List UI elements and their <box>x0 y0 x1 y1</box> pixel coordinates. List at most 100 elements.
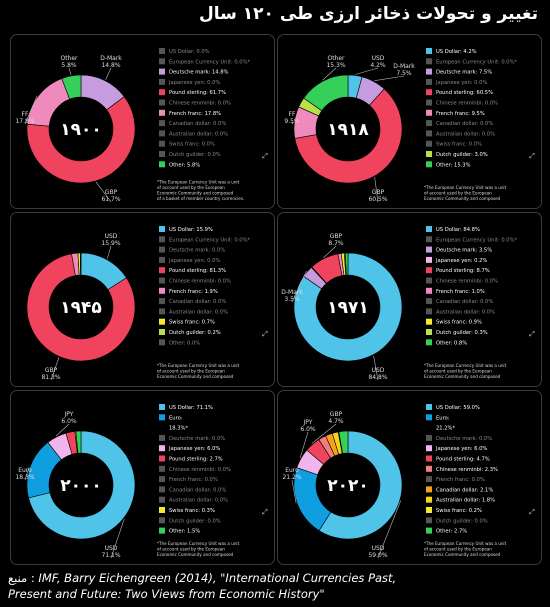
legend-label: Canadian dollar: 0.0% <box>169 121 226 127</box>
callout-value: 15.9% <box>101 240 120 247</box>
callout-name: JPY <box>64 411 74 418</box>
legend-label: Pound sterling: 4.7% <box>436 457 490 463</box>
year-label: ۱۹۱۸ <box>327 120 369 140</box>
legend-swatch <box>426 404 432 410</box>
legend-label: French franc: 1.9% <box>169 289 218 295</box>
legend-label: Deutsche mark: 14.8% <box>169 70 229 76</box>
callout-name: D-Mark <box>281 289 303 296</box>
legend-label: 18.3%* <box>169 426 188 432</box>
legend-swatch <box>159 78 165 85</box>
legend-label: Australian dollar: 1.8% <box>436 498 495 504</box>
legend-label: French franc: 0.0% <box>436 477 485 483</box>
callout-name: USD <box>372 545 385 552</box>
legend-label: Japanese yen: 6.0% <box>435 446 487 452</box>
donut-center <box>49 275 113 339</box>
legend-swatch <box>426 151 432 157</box>
legend-label: French franc: 1.0% <box>436 289 485 295</box>
legend-swatch <box>159 329 165 335</box>
footnote-line: Economic Community and composed <box>157 374 234 379</box>
legend-swatch <box>159 527 165 534</box>
footnote-line: Economic Community and composed <box>157 191 234 196</box>
legend-label: Japanese yen: 0.0% <box>435 80 487 86</box>
callout-line <box>68 67 72 75</box>
footnote-line: of account used by the European <box>424 547 492 552</box>
legend-label: Pound sterling: 8.7% <box>436 268 490 274</box>
callout-value: 9.5% <box>284 118 300 125</box>
legend-label: Chinese renminbi: 0.0% <box>169 467 231 473</box>
legend-label: Dutch guilder: 0.0% <box>169 152 221 158</box>
slice-other <box>344 252 349 276</box>
callout-line <box>24 95 38 125</box>
callout-name: JPY <box>303 419 313 426</box>
footnote-line: *The European Currency Unit was a unit <box>424 185 507 190</box>
year-label: ۲۰۲۰ <box>327 476 369 496</box>
legend-label: European Currency Unit: 0.0%* <box>436 59 518 65</box>
legend-swatch <box>159 465 165 472</box>
callout-value: 3.5% <box>284 296 300 303</box>
callout-line <box>110 518 125 559</box>
legend-swatch <box>426 496 432 503</box>
legend-label: European Currency Unit: 0.0%* <box>169 59 251 65</box>
legend-label: Chinese renminbi: 0.0% <box>169 279 231 285</box>
legend-label: Swiss franc: 0.3% <box>169 508 215 514</box>
legend-swatch <box>426 140 432 147</box>
callout-value: 18.3% <box>15 474 34 481</box>
legend-swatch <box>159 89 165 96</box>
legend-label: Swiss franc: 0.2% <box>436 508 482 514</box>
callout-name: GBP <box>45 367 58 374</box>
legend-swatch <box>426 109 432 116</box>
legend-swatch <box>426 99 432 106</box>
page-title: تغییر و تحولات ذخائر ارزی طی ۱۲۰ سال <box>199 4 538 24</box>
footnote-line: of account used by the European <box>157 369 225 374</box>
legend-swatch <box>159 161 165 168</box>
year-label: ۱۹۷۱ <box>327 298 369 318</box>
callout-value: 6.0% <box>300 426 316 433</box>
footnote-line: *The European Currency Unit was a unit <box>157 180 240 185</box>
callout-name: Other <box>327 55 345 62</box>
legend-swatch <box>426 58 432 65</box>
legend-label: Canadian dollar: 2.1% <box>436 487 493 493</box>
source-citation: منبع : IMF, Barry Eichengreen (2014), "I… <box>8 570 428 602</box>
callout-value: 4.7% <box>328 418 344 425</box>
callout-name: FF <box>289 111 296 118</box>
callout-value: 5.8% <box>61 62 77 69</box>
legend-label: Australian dollar: 0.0% <box>169 131 228 137</box>
footnote-line: of account used by the European <box>157 185 225 190</box>
legend-label: Canadian dollar: 0.0% <box>169 299 226 305</box>
legend-swatch <box>159 318 165 325</box>
legend-label: US Dollar: 0.0% <box>169 49 210 55</box>
callout-line <box>373 355 379 381</box>
callout-line <box>323 245 337 258</box>
callout-value: 71.1% <box>101 552 120 559</box>
legend-swatch <box>159 267 165 274</box>
callout-name: Euro <box>18 467 32 474</box>
legend-swatch <box>426 48 432 54</box>
legend-swatch <box>159 455 165 462</box>
footnote-line: of account used by the European <box>424 369 492 374</box>
callout-name: GBP <box>105 189 118 196</box>
chart-panel-1900: ۱۹۰۰ D-Mark 14.8% GBP 61.7% FF 17.8% Other 5.8% U… <box>10 34 275 209</box>
legend-label: Australian dollar: 0.0% <box>436 309 495 315</box>
callout-line <box>50 357 60 381</box>
callout-name: D-Mark <box>393 63 415 70</box>
callout-value: 6.0% <box>61 418 77 425</box>
legend-swatch <box>426 277 432 284</box>
slice-other <box>338 430 349 454</box>
legend-swatch <box>426 527 432 534</box>
footnote-line: *The European Currency Unit was a unit <box>424 541 507 546</box>
footnote-line: of a basket of member country currencies… <box>157 196 244 201</box>
legend-label: Swiss franc: 0.0% <box>169 142 215 148</box>
callout-line <box>291 122 294 125</box>
callout-line <box>322 67 337 81</box>
year-label: ۲۰۰۰ <box>60 476 102 496</box>
legend-swatch <box>426 486 432 493</box>
callout-line <box>374 177 379 203</box>
legend-label: Other: 5.8% <box>169 162 200 168</box>
callout-value: 59.0% <box>368 552 387 559</box>
legend-label: Euro: <box>436 415 450 421</box>
legend-label: Australian dollar: 0.0% <box>169 309 228 315</box>
legend-label: Deutsche mark: 0.0% <box>169 436 225 442</box>
legend-label: Japanese yen: 0.0% <box>168 80 220 86</box>
